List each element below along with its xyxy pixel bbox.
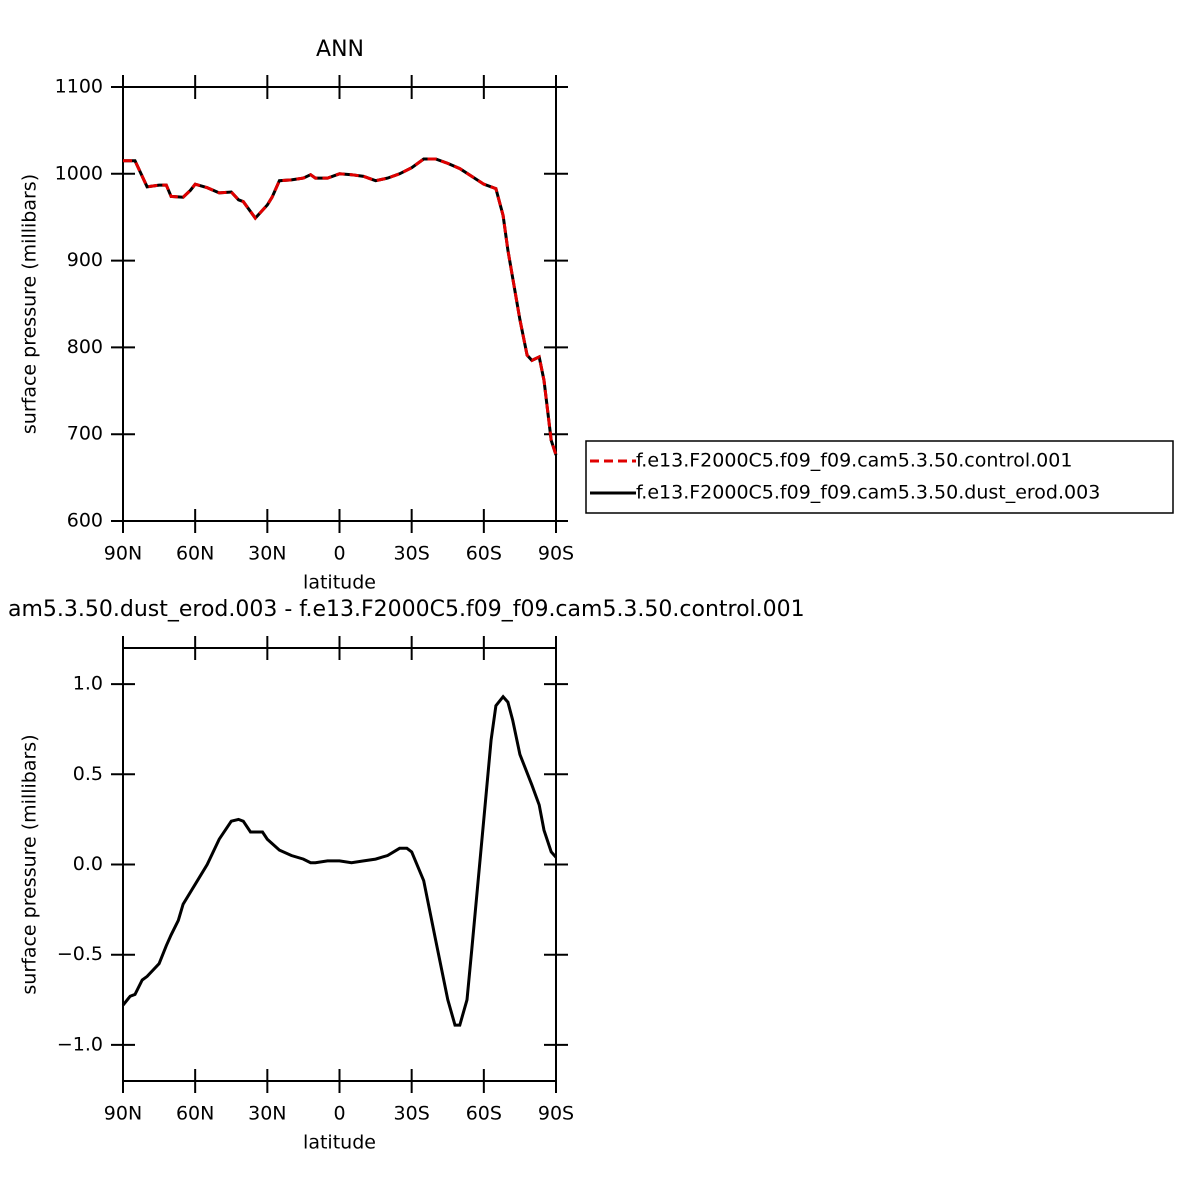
x-tick-label: 90S bbox=[538, 543, 574, 565]
x-tick-label: 0 bbox=[333, 543, 345, 565]
plot-frame bbox=[122, 647, 557, 1082]
x-tick-label: 30N bbox=[248, 1103, 286, 1125]
chart-title: am5.3.50.dust_erod.003 - f.e13.F2000C5.f… bbox=[8, 597, 805, 622]
x-tick-label: 30S bbox=[394, 543, 430, 565]
y-tick-label: 1.0 bbox=[73, 673, 103, 695]
legend-label: f.e13.F2000C5.f09_f09.cam5.3.50.dust_ero… bbox=[636, 482, 1100, 504]
x-tick-label: 60N bbox=[176, 1103, 214, 1125]
x-tick-label: 60S bbox=[466, 543, 502, 565]
y-tick-label: 900 bbox=[67, 249, 103, 271]
data-line bbox=[123, 157, 558, 456]
y-tick-label: 1000 bbox=[55, 162, 103, 184]
chart-title: ANN bbox=[316, 37, 364, 62]
y-tick-label: 600 bbox=[67, 510, 103, 532]
x-axis-label: latitude bbox=[303, 1132, 376, 1154]
x-tick-label: 90N bbox=[104, 1103, 142, 1125]
x-tick-label: 90S bbox=[538, 1103, 574, 1125]
data-line bbox=[121, 694, 558, 1027]
y-axis-label: surface pressure (millibars) bbox=[19, 734, 41, 994]
x-tick-label: 30N bbox=[248, 543, 286, 565]
legend-label: f.e13.F2000C5.f09_f09.cam5.3.50.control.… bbox=[636, 450, 1072, 472]
x-tick-label: 60S bbox=[466, 1103, 502, 1125]
x-tick-label: 30S bbox=[394, 1103, 430, 1125]
data-line bbox=[123, 157, 558, 456]
plot-frame bbox=[122, 86, 557, 522]
x-tick-label: 0 bbox=[333, 1103, 345, 1125]
x-axis-label: latitude bbox=[303, 572, 376, 594]
x-tick-label: 90N bbox=[104, 543, 142, 565]
legend-box bbox=[585, 440, 1174, 514]
y-tick-label: 0.5 bbox=[73, 763, 103, 785]
y-tick-label: −1.0 bbox=[57, 1033, 103, 1055]
y-tick-label: 700 bbox=[67, 423, 103, 445]
y-tick-label: 0.0 bbox=[73, 853, 103, 875]
x-tick-label: 60N bbox=[176, 543, 214, 565]
y-axis-label: surface pressure (millibars) bbox=[19, 174, 41, 434]
y-tick-label: 800 bbox=[67, 336, 103, 358]
y-tick-label: −0.5 bbox=[57, 943, 103, 965]
y-tick-label: 1100 bbox=[55, 76, 103, 98]
